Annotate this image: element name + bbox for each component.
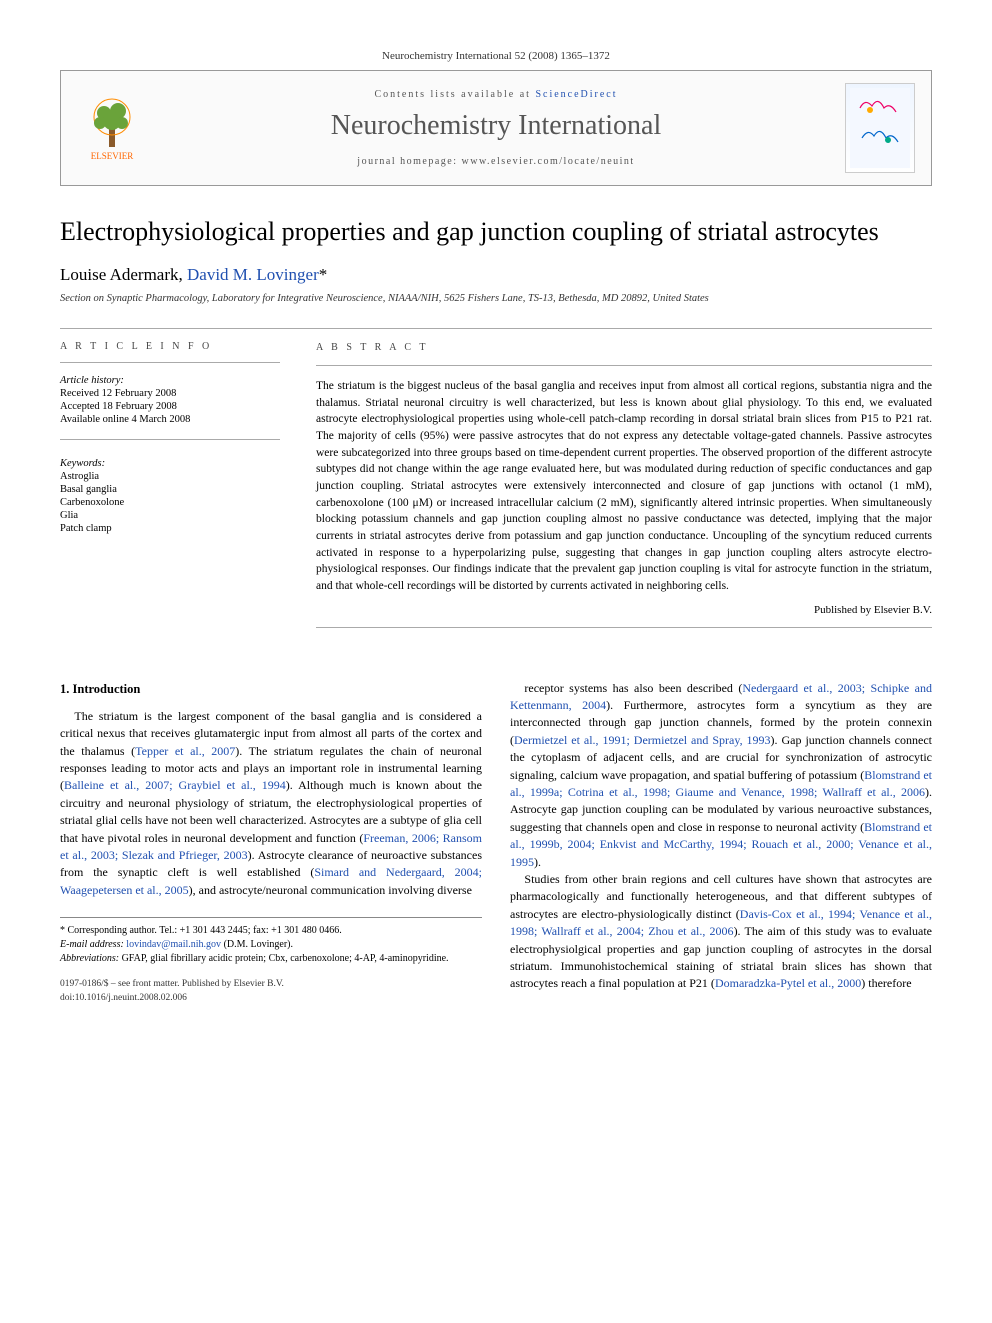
keyword-item: Glia <box>60 510 280 521</box>
sciencedirect-link[interactable]: ScienceDirect <box>535 89 617 100</box>
abstract-text: The striatum is the biggest nucleus of t… <box>316 378 932 595</box>
author-2-link[interactable]: David M. Lovinger <box>187 265 319 284</box>
body-two-column: 1. Introduction The striatum is the larg… <box>60 680 932 1006</box>
journal-header-box: ELSEVIER Contents lists available at Sci… <box>60 70 932 186</box>
author-1: Louise Adermark <box>60 265 179 284</box>
keyword-item: Carbenoxolone <box>60 497 280 508</box>
article-title: Electrophysiological properties and gap … <box>60 216 932 249</box>
journal-homepage-line: journal homepage: www.elsevier.com/locat… <box>161 156 831 167</box>
article-info-column: A R T I C L E I N F O Article history: R… <box>60 341 280 640</box>
left-column: 1. Introduction The striatum is the larg… <box>60 680 482 1006</box>
elsevier-logo: ELSEVIER <box>77 88 147 168</box>
keywords-block: Keywords: Astroglia Basal ganglia Carben… <box>60 458 280 534</box>
copyright-block: 0197-0186/$ – see front matter. Publishe… <box>60 978 482 1006</box>
info-abstract-row: A R T I C L E I N F O Article history: R… <box>60 341 932 640</box>
right-column: receptor systems has also been described… <box>510 680 932 1006</box>
header-center: Contents lists available at ScienceDirec… <box>161 89 831 167</box>
copyright-line: 0197-0186/$ – see front matter. Publishe… <box>60 978 482 992</box>
journal-name: Neurochemistry International <box>161 110 831 142</box>
online-date: Available online 4 March 2008 <box>60 414 280 425</box>
journal-cover-thumbnail <box>845 83 915 173</box>
corresponding-author-note: * Corresponding author. Tel.: +1 301 443… <box>60 924 482 938</box>
keyword-item: Basal ganglia <box>60 484 280 495</box>
homepage-url[interactable]: www.elsevier.com/locate/neuint <box>462 156 635 167</box>
running-header: Neurochemistry International 52 (2008) 1… <box>60 50 932 62</box>
body-paragraph: Studies from other brain regions and cel… <box>510 871 932 993</box>
abstract-column: A B S T R A C T The striatum is the bigg… <box>316 341 932 640</box>
article-info-heading: A R T I C L E I N F O <box>60 341 280 352</box>
footnotes-block: * Corresponding author. Tel.: +1 301 443… <box>60 917 482 966</box>
keywords-label: Keywords: <box>60 458 280 469</box>
email-line: E-mail address: lovindav@mail.nih.gov (D… <box>60 938 482 952</box>
doi-line: doi:10.1016/j.neuint.2008.02.006 <box>60 992 482 1006</box>
tree-icon <box>88 95 136 151</box>
keyword-item: Astroglia <box>60 471 280 482</box>
publisher-label: ELSEVIER <box>91 151 134 161</box>
divider <box>60 328 932 329</box>
keyword-item: Patch clamp <box>60 523 280 534</box>
contents-available-line: Contents lists available at ScienceDirec… <box>161 89 831 100</box>
page-container: Neurochemistry International 52 (2008) 1… <box>0 0 992 1056</box>
authors-line: Louise Adermark, David M. Lovinger* <box>60 265 932 285</box>
affiliation: Section on Synaptic Pharmacology, Labora… <box>60 293 932 304</box>
abstract-heading: A B S T R A C T <box>316 341 932 356</box>
received-date: Received 12 February 2008 <box>60 388 280 399</box>
body-paragraph: The striatum is the largest component of… <box>60 708 482 899</box>
email-link[interactable]: lovindav@mail.nih.gov <box>126 939 221 950</box>
section-heading: 1. Introduction <box>60 680 482 698</box>
history-label: Article history: <box>60 375 280 386</box>
corresponding-marker: * <box>319 265 328 284</box>
accepted-date: Accepted 18 February 2008 <box>60 401 280 412</box>
body-paragraph: receptor systems has also been described… <box>510 680 932 871</box>
published-by: Published by Elsevier B.V. <box>316 603 932 619</box>
abbreviations-line: Abbreviations: GFAP, glial fibrillary ac… <box>60 952 482 966</box>
